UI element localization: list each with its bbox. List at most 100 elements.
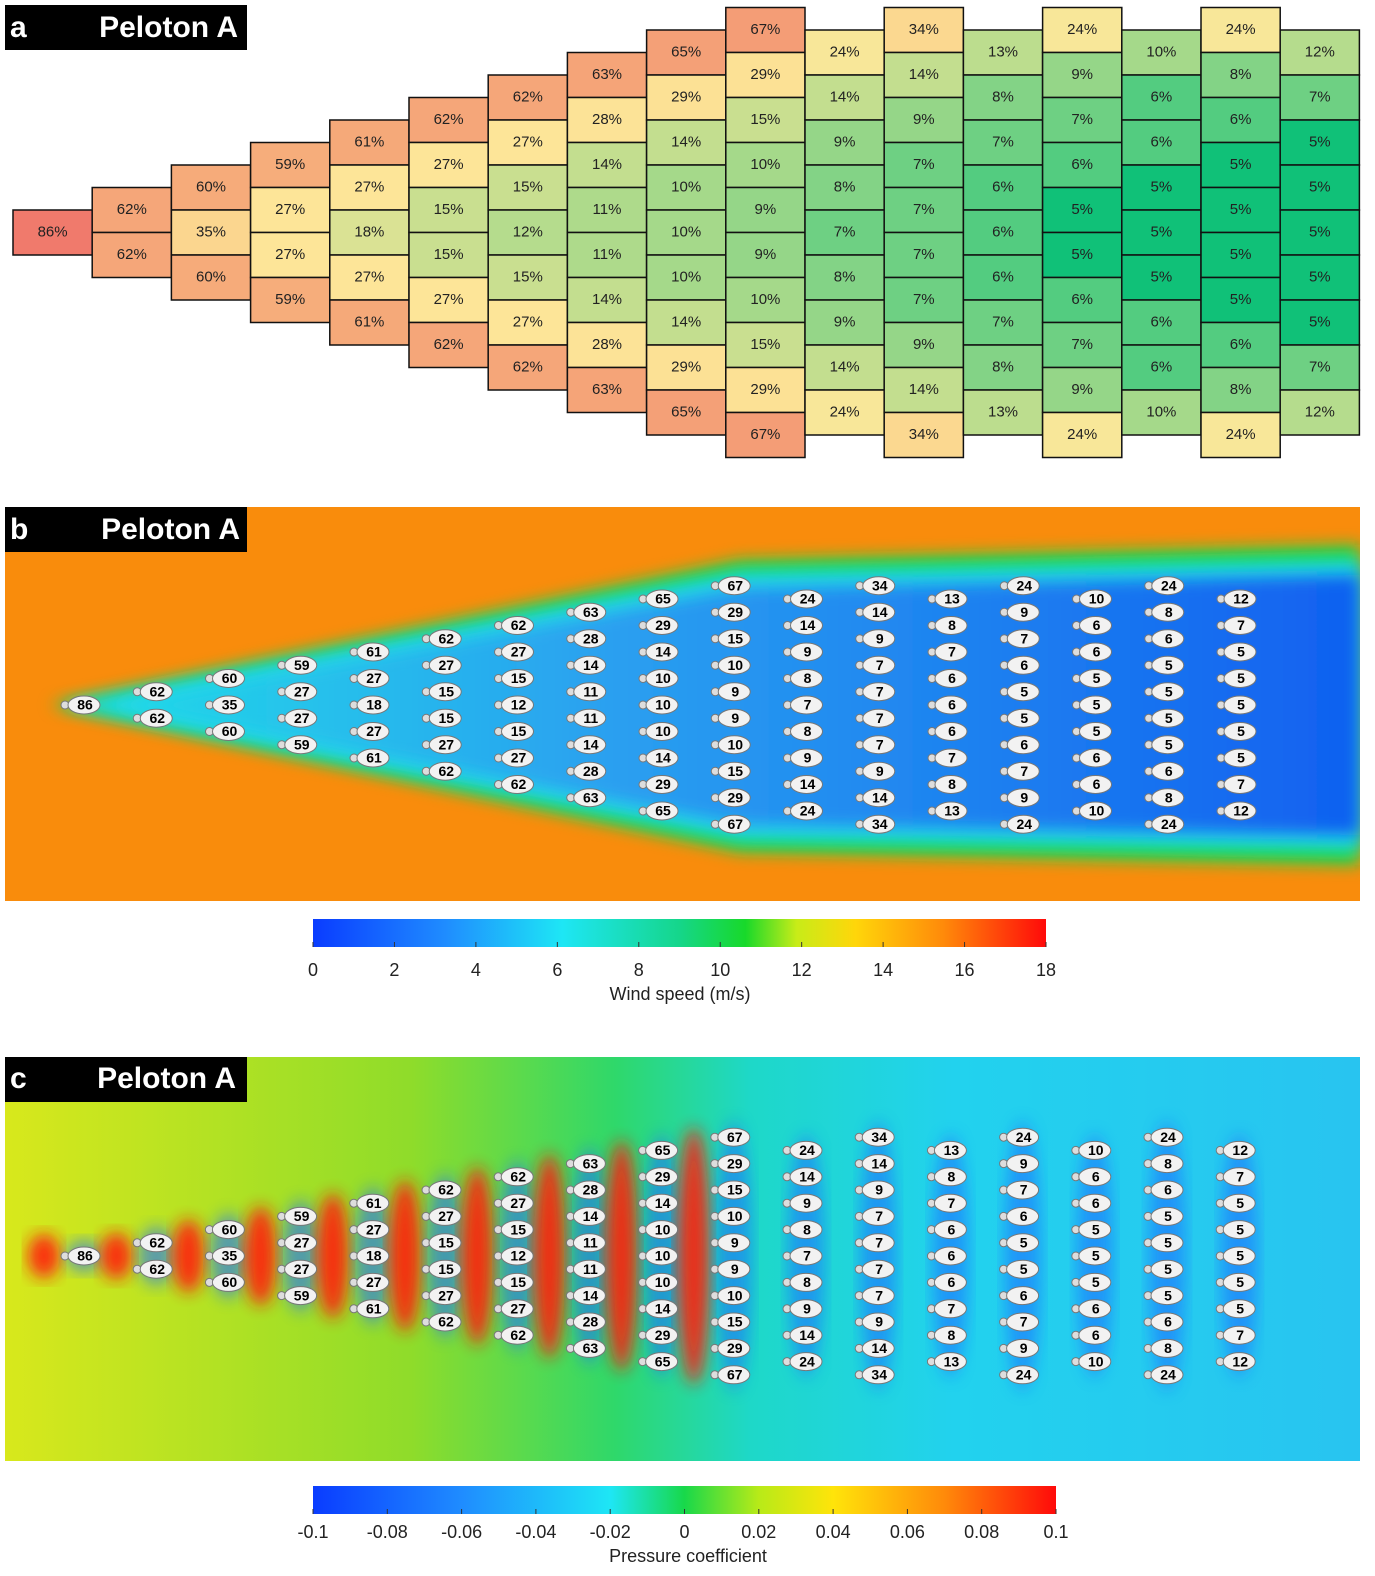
rider-label: 5 xyxy=(1165,657,1173,673)
rider-label: 5 xyxy=(1236,1248,1244,1264)
cell-label: 6% xyxy=(1151,358,1173,375)
rider-label: 15 xyxy=(511,670,527,686)
rider-label: 9 xyxy=(876,630,884,646)
rider-label: 7 xyxy=(1237,776,1245,792)
cell-label: 67% xyxy=(750,21,780,38)
rider-label: 9 xyxy=(804,644,812,660)
suction-blob xyxy=(571,1148,607,1365)
cell-label: 62% xyxy=(117,246,147,263)
rider-label: 10 xyxy=(1088,1353,1104,1369)
rider-label: 8 xyxy=(1164,1340,1172,1356)
rider-label: 29 xyxy=(655,776,671,792)
pressure-blob xyxy=(100,1233,132,1279)
rider-label: 29 xyxy=(655,1169,671,1185)
rider-label: 7 xyxy=(875,1208,883,1224)
rider-label: 14 xyxy=(583,736,599,752)
rider-label: 10 xyxy=(655,697,671,713)
rider-label: 29 xyxy=(727,1340,743,1356)
rider-label: 24 xyxy=(799,1142,815,1158)
cell-label: 11% xyxy=(593,201,622,218)
tick-label: 0.02 xyxy=(741,1522,776,1542)
cell-label: 6% xyxy=(1071,156,1093,173)
cell-label: 35% xyxy=(196,223,226,240)
cell-label: 62% xyxy=(513,88,543,105)
rider-label: 28 xyxy=(583,763,599,779)
tick-label: 8 xyxy=(634,960,644,980)
rider-label: 27 xyxy=(438,1287,454,1303)
cell-label: 10% xyxy=(671,268,701,285)
rider-label: 65 xyxy=(655,591,671,607)
rider-label: 12 xyxy=(511,697,527,713)
rider-label: 10 xyxy=(655,1221,671,1237)
cell-label: 14% xyxy=(671,133,701,150)
cell-label: 8% xyxy=(834,178,856,195)
cell-label: 24% xyxy=(830,403,860,420)
cell-label: 7% xyxy=(834,223,856,240)
cell-label: 8% xyxy=(834,268,856,285)
rider-label: 62 xyxy=(149,710,165,726)
rider-label: 5 xyxy=(1092,1221,1100,1237)
rider-label: 35 xyxy=(222,697,238,713)
rider-label: 12 xyxy=(1233,591,1249,607)
tick-label: 0.1 xyxy=(1043,1522,1068,1542)
cell-label: 12% xyxy=(1305,403,1335,420)
cell-label: 15% xyxy=(750,111,780,128)
rider-label: 24 xyxy=(800,803,816,819)
cell-label: 24% xyxy=(830,43,860,60)
rider-label: 15 xyxy=(511,723,527,739)
cell-label: 5% xyxy=(1230,156,1252,173)
rider-label: 61 xyxy=(366,750,382,766)
rider-label: 29 xyxy=(655,1327,671,1343)
cell-label: 62% xyxy=(513,358,543,375)
cell-label: 59% xyxy=(275,156,305,173)
pressure-blob xyxy=(28,1234,60,1278)
cell-label: 27% xyxy=(513,313,543,330)
tick-label: 18 xyxy=(1036,960,1056,980)
rider-label: 27 xyxy=(438,736,454,752)
cell-label: 5% xyxy=(1309,313,1331,330)
rider-label: 65 xyxy=(655,803,671,819)
rider-label: 29 xyxy=(727,789,743,805)
tick-label: -0.02 xyxy=(590,1522,631,1542)
cell-label: 12% xyxy=(513,223,543,240)
rider-label: 67 xyxy=(727,1367,743,1383)
rider-label: 62 xyxy=(438,1314,454,1330)
cell-label: 6% xyxy=(1151,313,1173,330)
rider-label: 9 xyxy=(731,683,739,699)
rider-label: 62 xyxy=(438,763,454,779)
cell-label: 10% xyxy=(750,156,780,173)
rider-label: 27 xyxy=(294,1261,310,1277)
cell-label: 13% xyxy=(988,403,1018,420)
rider-label: 27 xyxy=(294,710,310,726)
rider-label: 59 xyxy=(294,1287,310,1303)
rider-label: 8 xyxy=(803,1221,811,1237)
rider-label: 29 xyxy=(655,617,671,633)
cell-label: 7% xyxy=(992,313,1014,330)
rider-label: 9 xyxy=(804,750,812,766)
rider-label: 9 xyxy=(731,1235,739,1251)
rider-label: 15 xyxy=(438,683,454,699)
rider-label: 7 xyxy=(875,1287,883,1303)
rider-label: 5 xyxy=(1236,1274,1244,1290)
pressure-blob xyxy=(172,1220,204,1293)
cell-label: 27% xyxy=(434,291,464,308)
cell-label: 34% xyxy=(909,426,939,443)
rider-label: 9 xyxy=(1020,604,1028,620)
rider-label: 10 xyxy=(655,723,671,739)
cell-label: 14% xyxy=(909,381,939,398)
rider-label: 61 xyxy=(366,1301,382,1317)
cell-label: 9% xyxy=(834,313,856,330)
rider-label: 27 xyxy=(438,657,454,673)
rider-label: 8 xyxy=(803,1274,811,1290)
cell-label: 14% xyxy=(592,291,622,308)
rider-label: 12 xyxy=(1232,1353,1248,1369)
rider-label: 15 xyxy=(727,1314,743,1330)
cell-label: 7% xyxy=(1071,336,1093,353)
tick-label: 0.06 xyxy=(890,1522,925,1542)
rider-label: 11 xyxy=(583,683,598,699)
rider-label: 27 xyxy=(366,723,382,739)
rider-label: 62 xyxy=(510,1169,526,1185)
rider-label: 14 xyxy=(871,1340,887,1356)
rider-label: 62 xyxy=(511,776,527,792)
rider-label: 59 xyxy=(294,1208,310,1224)
